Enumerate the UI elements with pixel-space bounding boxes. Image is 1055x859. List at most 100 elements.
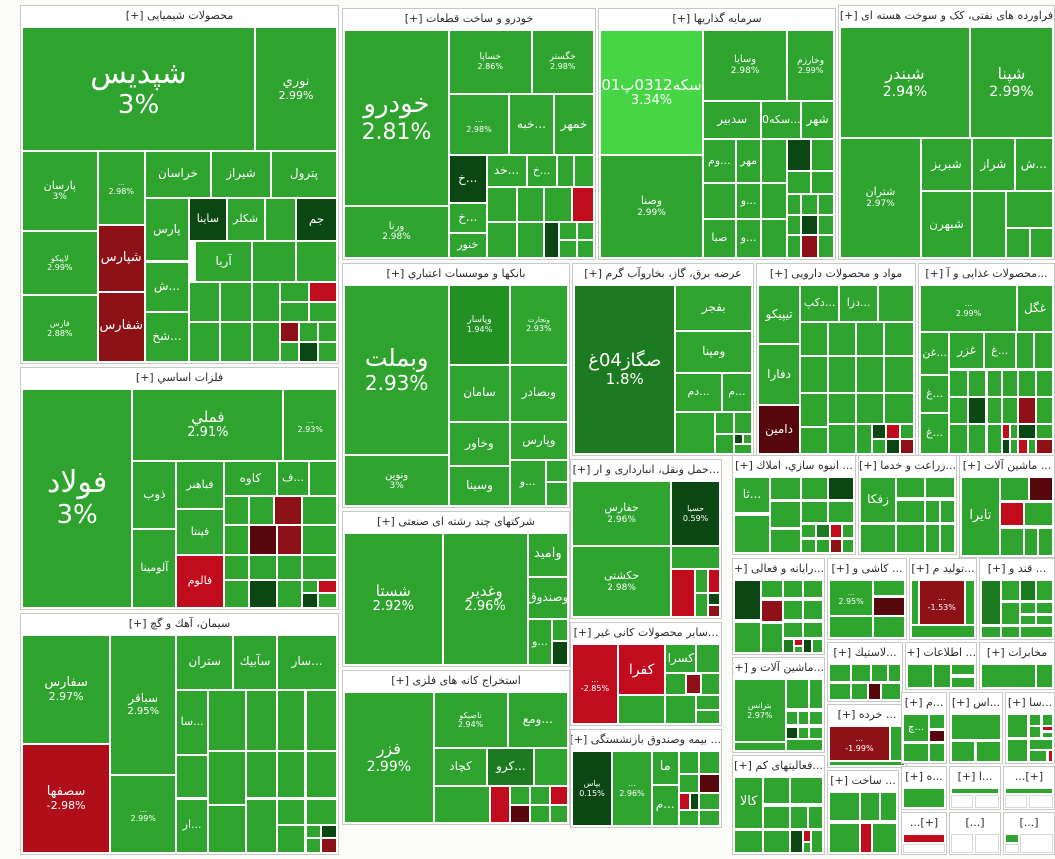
tile-pharma-blank[interactable]: [856, 423, 872, 454]
tile-electrical-machinery-blank[interactable]: [785, 679, 809, 710]
tile-banks-وبصادر[interactable]: وبصادر: [509, 364, 568, 422]
tile-oil-products-blank[interactable]: [1006, 191, 1053, 228]
tile-metals-blank[interactable]: [277, 579, 303, 608]
tile-metal-ores-کچاد[interactable]: کچاد: [433, 748, 488, 787]
tile-pharma-blank[interactable]: [856, 393, 885, 424]
tile-investments-blank[interactable]: [817, 194, 834, 215]
tile-metals-blank[interactable]: [277, 555, 303, 580]
tile-real-estate-blank[interactable]: [842, 524, 854, 538]
tile-rubber-blank[interactable]: [829, 664, 851, 682]
tile-low-activity-blank[interactable]: [807, 805, 823, 829]
tile-cement-blank[interactable]: [207, 750, 246, 806]
tile-misc-sa-blank[interactable]: [1029, 750, 1048, 762]
tile-metals-...[interactable]: ... 2.93%: [283, 389, 337, 462]
tile-pharma-blank[interactable]: [800, 355, 829, 394]
tile-misc-sa-blank[interactable]: [1007, 738, 1029, 762]
tile-investments-blank[interactable]: [817, 214, 834, 236]
tile-other-minerals-blank[interactable]: [665, 695, 697, 724]
tile-utilities-...م[interactable]: ...م: [721, 372, 752, 412]
tile-cement-ستران[interactable]: ستران: [176, 635, 234, 690]
tile-real-estate-blank[interactable]: [830, 524, 842, 538]
tile-computer-blank[interactable]: [803, 621, 823, 638]
tile-utilities-بفجر[interactable]: بفجر: [675, 285, 752, 331]
sector-header-oil-products[interactable]: فراورده های نفتی، کک و سوخت هسته ای [+]: [839, 9, 1054, 22]
tile-pharma-blank[interactable]: [878, 285, 914, 323]
tile-metal-ores-...کرو[interactable]: ...کرو: [487, 748, 535, 787]
tile-metals-blank[interactable]: [308, 461, 337, 497]
tile-misc-as-blank[interactable]: [951, 741, 975, 762]
tile-sugar-blank[interactable]: [1001, 580, 1020, 601]
tile-metals-کاوه[interactable]: کاوه: [223, 461, 278, 497]
tile-real-estate-blank[interactable]: [827, 501, 854, 523]
tile-metals-blank[interactable]: [318, 592, 337, 608]
tile-food-blank[interactable]: [986, 396, 1003, 424]
tile-food-blank[interactable]: [986, 423, 1003, 454]
sector-header-micro-d[interactable]: [...]: [965, 816, 985, 829]
tile-investments-سکه0312پ01[interactable]: سکه0312پ01 3.34%: [600, 30, 703, 156]
tile-chemicals-آریا[interactable]: آریا: [195, 241, 252, 282]
tile-cement-blank[interactable]: [305, 750, 337, 799]
tile-rubber-blank[interactable]: [888, 664, 901, 682]
tile-transport-blank[interactable]: [708, 569, 720, 593]
tile-agriculture-blank[interactable]: [896, 499, 925, 523]
tile-misc-sa-blank[interactable]: [1041, 726, 1053, 732]
tile-metals-فملي[interactable]: فملي 2.91%: [132, 389, 284, 462]
tile-chemicals-نوري[interactable]: نوري 2.99%: [255, 27, 337, 151]
tile-computer-blank[interactable]: [803, 580, 823, 599]
tile-misc-sa-blank[interactable]: [1041, 714, 1053, 726]
sector-header-conglomerates[interactable]: شرکتهای چند رشته ای صنعتی [+]: [377, 515, 535, 528]
tile-electrical-machinery-بترانس[interactable]: بترانس 2.97%: [734, 679, 786, 743]
tile-electrical-machinery-blank[interactable]: [798, 710, 809, 726]
tile-auto-...خبه[interactable]: ...خبه: [509, 93, 554, 156]
tile-metals-blank[interactable]: [223, 555, 249, 580]
tile-misc-m-blank[interactable]: [903, 742, 930, 762]
tile-food-...غ[interactable]: ...غ: [920, 413, 950, 454]
tile-food-...غن[interactable]: ...غن: [920, 332, 950, 375]
tile-metal-ores-فزر[interactable]: فزر 2.99%: [344, 692, 434, 823]
tile-pharma-blank[interactable]: [885, 423, 900, 439]
tile-metal-ores-blank[interactable]: [534, 748, 568, 787]
tile-investments-blank[interactable]: [787, 139, 811, 172]
tile-insurance-بپاس[interactable]: بپاس 0.15%: [572, 751, 612, 826]
tile-auto-blank[interactable]: [559, 221, 577, 240]
tile-auto-blank[interactable]: [486, 187, 517, 222]
tile-metals-آلومینا[interactable]: آلومینا: [132, 529, 177, 608]
tile-food-...غ[interactable]: ...غ: [920, 374, 950, 414]
tile-insurance-blank[interactable]: [699, 751, 720, 774]
tile-metal-ores-...ومع[interactable]: ...ومع: [507, 692, 568, 749]
tile-metals-blank[interactable]: [302, 579, 319, 593]
tile-metals-blank[interactable]: [274, 496, 303, 525]
tile-banks-blank[interactable]: [545, 481, 568, 506]
tile-investments-blank[interactable]: [787, 194, 802, 215]
tile-agriculture-blank[interactable]: [924, 524, 940, 553]
tile-food-blank[interactable]: [1018, 438, 1028, 454]
tile-cement-blank[interactable]: [176, 754, 208, 799]
tile-electrical-machinery-blank[interactable]: [808, 710, 823, 726]
tile-investments-blank[interactable]: [817, 235, 834, 258]
tile-computer-blank[interactable]: [782, 599, 804, 621]
tile-misc-m-blank[interactable]: [929, 714, 945, 730]
tile-construction-blank[interactable]: [859, 792, 880, 822]
tile-metals-blank[interactable]: [248, 555, 278, 580]
tile-electrical-machinery-blank[interactable]: [798, 726, 809, 740]
tile-low-activity-blank[interactable]: [802, 841, 812, 853]
sector-header-construction[interactable]: ... ساخت [+]: [830, 774, 896, 787]
tile-transport-blank[interactable]: [671, 546, 720, 570]
tile-construction-blank[interactable]: [880, 792, 897, 822]
tile-auto-خساپا[interactable]: خساپا 2.86%: [449, 30, 532, 94]
tile-computer-blank[interactable]: [760, 623, 783, 653]
tile-misc-as-blank[interactable]: [951, 714, 1001, 741]
tile-sugar-blank[interactable]: [1001, 602, 1020, 626]
tile-sugar-blank[interactable]: [1019, 580, 1036, 601]
tile-metals-blank[interactable]: [318, 579, 337, 593]
tile-utilities-ومپنا[interactable]: ومپنا: [675, 330, 752, 373]
tile-investments-blank[interactable]: [801, 194, 818, 215]
tile-other-minerals-blank[interactable]: [696, 644, 720, 673]
tile-metals-blank[interactable]: [302, 524, 337, 556]
tile-investments-وخارزم[interactable]: وخارزم 2.99%: [787, 30, 834, 101]
tile-transport-blank[interactable]: [671, 569, 695, 617]
tile-real-estate-...ثا[interactable]: ...ثا: [734, 477, 770, 514]
tile-insurance-blank[interactable]: [678, 793, 691, 810]
tile-ceramic-blank[interactable]: [873, 597, 905, 616]
tile-electrical-machinery-blank[interactable]: [785, 739, 823, 751]
